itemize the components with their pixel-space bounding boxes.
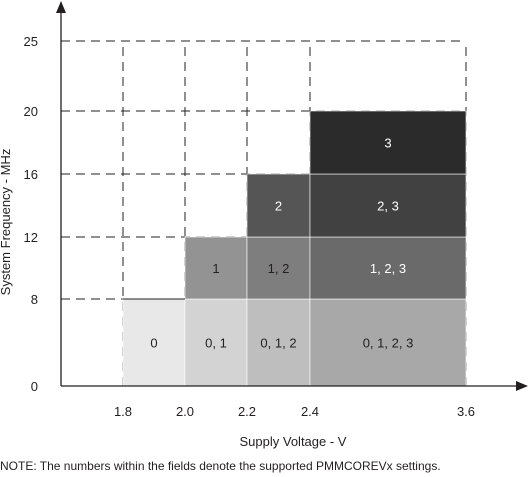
x-axis-arrow <box>516 381 528 391</box>
region-cell-6 <box>309 236 467 300</box>
y-tick-label-1: 8 <box>31 292 38 307</box>
region-cell-7 <box>246 173 311 238</box>
x-tick-label-2: 2.2 <box>238 404 256 419</box>
x-tick-label-1: 2.0 <box>176 404 194 419</box>
regions: 0 0, 1 0, 1, 2 0, 1, 2, 3 1 1, 2 1, 2, 3 2 2, 3 3 <box>122 110 467 387</box>
y-tick-label-0: 0 <box>31 379 38 394</box>
y-axis-arrow <box>56 1 66 13</box>
region-cell-1 <box>184 298 248 387</box>
region-cell-3 <box>309 298 467 387</box>
region-label-7: 2 <box>275 199 282 214</box>
region-label-0: 0 <box>150 336 157 351</box>
region-cell-9 <box>309 110 467 175</box>
footnote: NOTE: The numbers within the fields deno… <box>0 459 441 473</box>
x-tick-label-3: 2.4 <box>301 404 319 419</box>
region-label-9: 3 <box>384 136 391 151</box>
x-axis-title: Supply Voltage - V <box>240 434 347 449</box>
region-label-5: 1, 2 <box>268 261 290 276</box>
region-cell-4 <box>184 236 248 300</box>
y-tick-label-5: 25 <box>24 34 38 49</box>
region-label-8: 2, 3 <box>377 199 399 214</box>
y-tick-label-2: 12 <box>24 230 38 245</box>
region-cell-5 <box>246 236 311 300</box>
chart: 0 0, 1 0, 1, 2 0, 1, 2, 3 1 1, 2 1, 2, 3 2 2, 3 3… <box>0 1 528 449</box>
region-label-2: 0, 1, 2 <box>260 336 296 351</box>
y-tick-label-3: 16 <box>24 167 38 182</box>
x-tick-label-0: 1.8 <box>114 404 132 419</box>
y-axis-title: System Frequency - MHz <box>0 149 13 296</box>
region-label-3: 0, 1, 2, 3 <box>363 336 414 351</box>
region-label-1: 0, 1 <box>205 336 227 351</box>
axes <box>56 1 528 391</box>
region-label-6: 1, 2, 3 <box>370 261 406 276</box>
x-tick-label-4: 3.6 <box>457 404 475 419</box>
y-tick-label-4: 20 <box>24 104 38 119</box>
region-cell-2 <box>246 298 311 387</box>
region-label-4: 1 <box>212 261 219 276</box>
